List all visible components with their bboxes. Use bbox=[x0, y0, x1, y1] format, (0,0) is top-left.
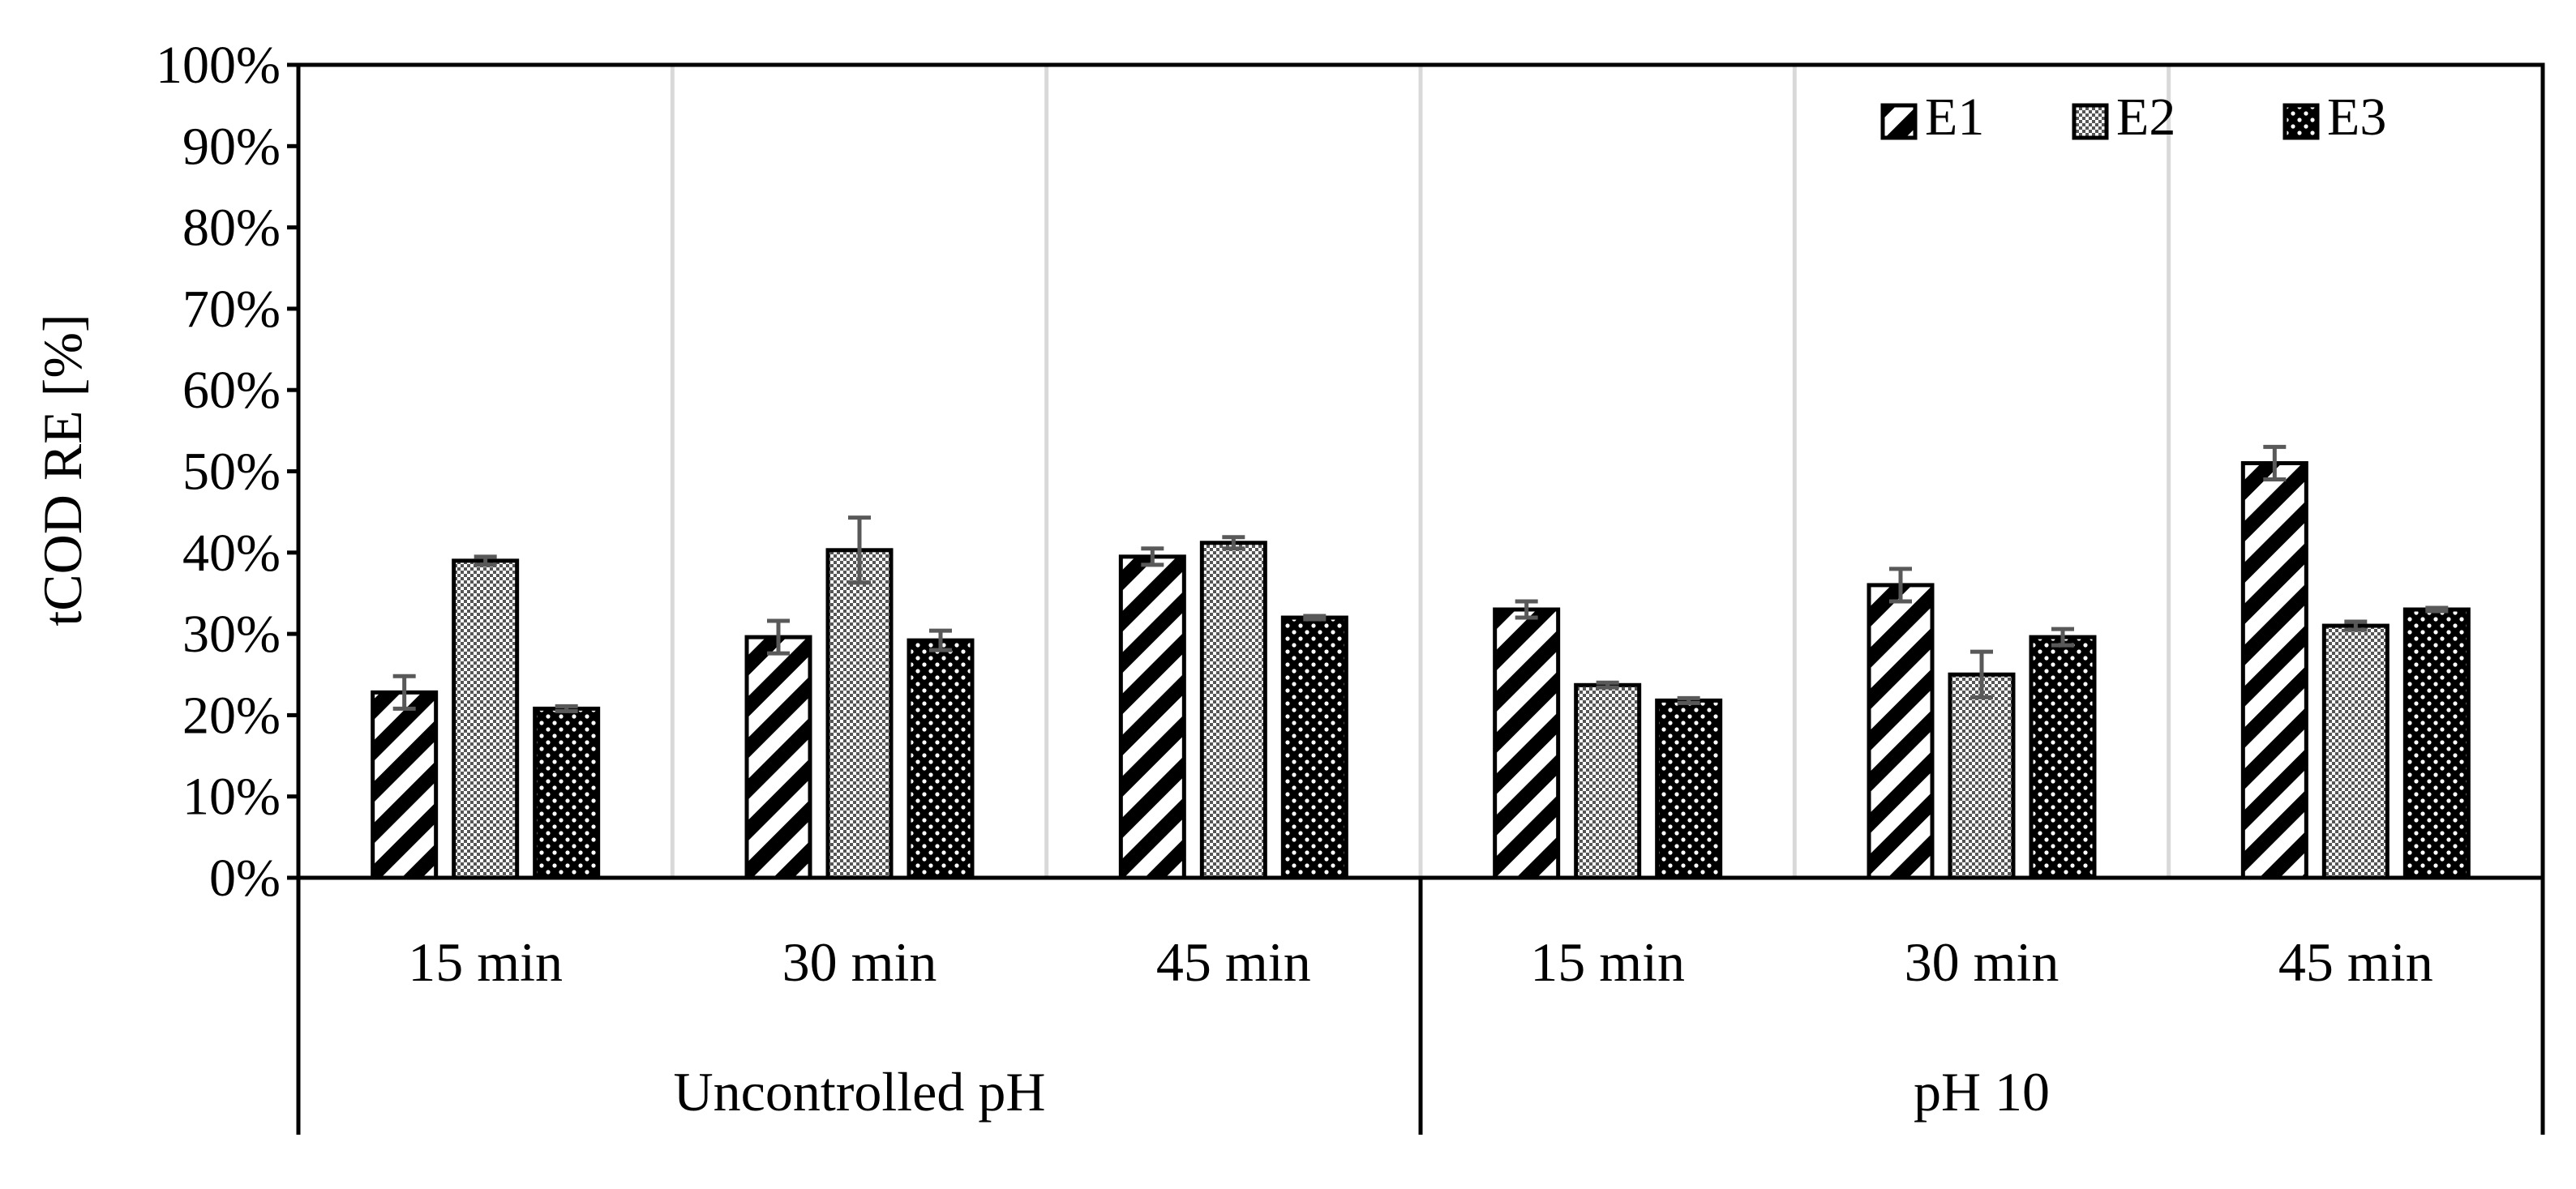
y-tick-label: 30% bbox=[182, 605, 281, 664]
y-tick-label: 60% bbox=[182, 361, 281, 420]
x-category-label: 15 min bbox=[1530, 931, 1685, 993]
legend-label-e3: E3 bbox=[2327, 88, 2386, 147]
x-group-label: pH 10 bbox=[1914, 1061, 2050, 1123]
bar-e1 bbox=[1118, 554, 1186, 880]
x-category-label: 30 min bbox=[782, 931, 937, 993]
y-tick-label: 100% bbox=[156, 36, 281, 95]
bar-e1 bbox=[744, 635, 812, 880]
bar-e2 bbox=[1948, 672, 2016, 880]
bar-e3 bbox=[907, 638, 975, 880]
y-tick-label: 90% bbox=[182, 117, 281, 176]
x-category-label: 30 min bbox=[1905, 931, 2060, 993]
y-tick-label: 20% bbox=[182, 686, 281, 745]
bar-e3 bbox=[1655, 698, 1723, 880]
x-category-label: 45 min bbox=[1156, 931, 1311, 993]
bar-e3 bbox=[2029, 635, 2097, 880]
legend-swatch-e3 bbox=[2282, 103, 2320, 140]
bar-e2 bbox=[825, 548, 894, 880]
bar-e1 bbox=[371, 690, 439, 880]
error-bars bbox=[392, 444, 2449, 713]
legend-swatch-e2 bbox=[2072, 103, 2109, 140]
x-group-label: Uncontrolled pH bbox=[674, 1061, 1046, 1123]
legend-label-e1: E1 bbox=[1925, 88, 1984, 147]
category-separators bbox=[670, 65, 2171, 878]
legend-swatch-e1 bbox=[1880, 103, 1918, 140]
y-tick-label: 10% bbox=[182, 768, 281, 827]
y-tick-label: 40% bbox=[182, 524, 281, 583]
bar-e3 bbox=[2402, 607, 2471, 880]
legend-label-e2: E2 bbox=[2116, 88, 2175, 147]
y-tick-label: 80% bbox=[182, 199, 281, 258]
bars bbox=[371, 460, 2471, 880]
y-tick-label: 50% bbox=[182, 443, 281, 502]
bar-e1 bbox=[2240, 460, 2308, 880]
x-category-label: 45 min bbox=[2278, 931, 2433, 993]
x-category-labels: 15 min 30 min 45 min 15 min 30 min 45 min Unco… bbox=[408, 931, 2432, 1123]
y-tick-label: 70% bbox=[182, 280, 281, 339]
bar-e1 bbox=[1493, 607, 1561, 880]
bar-e1 bbox=[1867, 583, 1935, 880]
bar-e2 bbox=[452, 558, 520, 880]
x-category-label: 15 min bbox=[408, 931, 563, 993]
axes bbox=[287, 62, 2545, 1135]
y-tick-labels: 0% 10% 20% 30% 40% 50% 60% 70% 80% 90% 100% bbox=[156, 36, 281, 908]
bar-e2 bbox=[1574, 682, 1642, 880]
bar-e3 bbox=[1280, 615, 1348, 880]
bar-e2 bbox=[1199, 541, 1267, 880]
bar-e3 bbox=[533, 706, 601, 880]
y-tick-label: 0% bbox=[209, 849, 281, 908]
legend: E1 E2 E3 bbox=[1880, 88, 2386, 147]
y-axis-title: tCOD RE [%] bbox=[32, 314, 93, 626]
bar-e2 bbox=[2321, 623, 2390, 880]
